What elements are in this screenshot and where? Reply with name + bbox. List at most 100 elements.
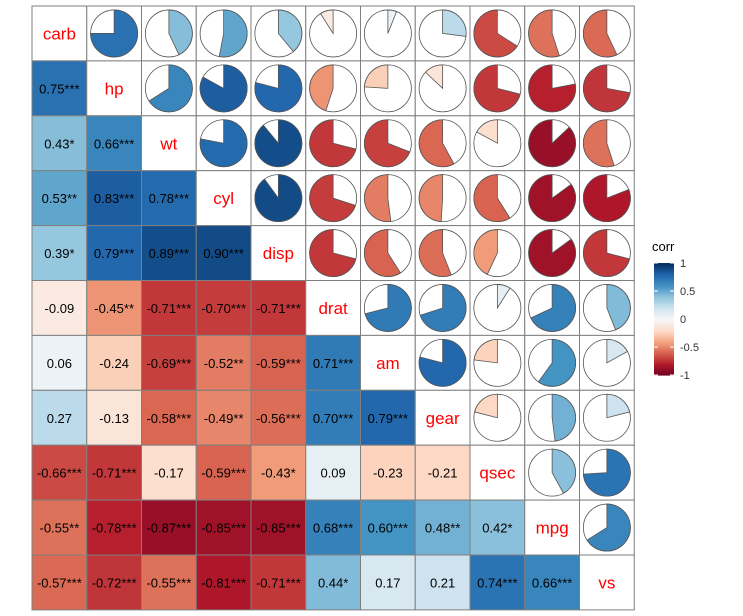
correlation-value: -0.78*** <box>92 521 137 536</box>
correlation-value: -0.85*** <box>256 521 301 536</box>
pie-slice <box>474 393 498 419</box>
legend-gradient-step <box>654 345 674 348</box>
correlation-value: 0.44* <box>318 575 348 590</box>
legend-gradient-step <box>654 319 674 322</box>
legend-gradient-step <box>654 296 674 300</box>
pie-slice <box>364 174 392 223</box>
correlation-tile <box>305 444 361 501</box>
pie-slice <box>254 119 303 168</box>
legend-tick-label: 0.5 <box>680 286 695 298</box>
legend-gradient-step <box>654 277 674 281</box>
pie-slice <box>199 64 248 113</box>
legend-gradient-step <box>654 373 674 376</box>
correlation-value: -0.21 <box>428 466 458 481</box>
correlation-tile <box>524 554 580 611</box>
correlation-value: 0.74*** <box>477 575 517 590</box>
correlation-value: 0.68*** <box>313 521 353 536</box>
legend-gradient-step <box>654 356 674 359</box>
pie-slice <box>551 448 576 494</box>
pie-slice <box>418 338 467 387</box>
pie-slice <box>528 174 577 223</box>
legend-gradient-step <box>654 367 674 370</box>
correlation-value: -0.17 <box>154 466 184 481</box>
correlation-value: -0.58*** <box>146 411 191 426</box>
legend-gradient-step <box>654 276 674 279</box>
correlation-tile <box>305 389 361 446</box>
correlation-value: -0.71*** <box>92 466 137 481</box>
legend-gradient-step <box>654 363 674 367</box>
pie-slice <box>551 393 576 442</box>
legend-tick-label: 0 <box>680 314 686 326</box>
diagonal-cell <box>414 389 471 446</box>
correlation-tile <box>31 554 88 611</box>
legend-gradient-step <box>654 292 674 296</box>
correlation-value: 0.48** <box>425 521 460 536</box>
legend-gradient-step <box>654 300 674 303</box>
legend-gradient-step <box>654 326 674 329</box>
diagonal-cell <box>469 444 526 501</box>
legend-gradient-step <box>654 264 674 268</box>
legend-gradient-step <box>654 287 674 290</box>
pie-slice <box>424 64 444 90</box>
variable-label: cyl <box>213 189 234 208</box>
correlation-value: -0.71*** <box>256 301 301 316</box>
correlation-value: 0.53** <box>42 191 77 206</box>
legend-gradient-step <box>654 304 674 307</box>
correlation-tile <box>141 499 197 556</box>
correlation-value: -0.52** <box>204 356 244 371</box>
pie-slice <box>418 229 452 277</box>
correlation-tile <box>250 280 307 336</box>
correlation-value: -0.56*** <box>256 411 301 426</box>
legend-title: corr <box>652 239 675 254</box>
correlation-value: -0.81*** <box>201 575 246 590</box>
legend-gradient-step <box>654 305 674 309</box>
legend-gradient-step <box>654 361 674 365</box>
legend-gradient-step <box>654 324 674 328</box>
variable-label: disp <box>263 244 294 263</box>
pie-slice <box>582 9 618 58</box>
legend-gradient-step <box>654 343 674 346</box>
correlation-value: -0.66*** <box>37 466 82 481</box>
pie-slice <box>148 64 193 113</box>
diagonal-cell <box>524 499 580 556</box>
legend-tick-label: -0.5 <box>680 342 699 354</box>
legend-gradient-step <box>654 348 674 352</box>
correlation-value: 0.60*** <box>368 521 408 536</box>
legend-gradient-step <box>654 309 674 313</box>
correlation-value: -0.70*** <box>201 301 246 316</box>
pie-slice <box>528 119 576 168</box>
pie-slice <box>582 229 631 277</box>
correlation-tile <box>195 225 252 282</box>
correlation-value: -0.57*** <box>37 575 82 590</box>
correlation-tile <box>195 389 252 446</box>
correlation-tile <box>31 115 88 172</box>
correlation-value: -0.45** <box>94 301 134 316</box>
pie-slice <box>418 174 444 223</box>
correlation-value: 0.75*** <box>39 81 79 96</box>
legend-gradient-step <box>654 320 674 324</box>
pie-slice <box>530 284 577 332</box>
variable-label: vs <box>598 573 615 592</box>
legend-gradient-step <box>654 328 674 331</box>
pie-slice <box>364 229 402 277</box>
correlation-value: -0.71*** <box>146 301 191 316</box>
correlation-tile <box>250 444 307 501</box>
pie-slice <box>254 174 303 223</box>
correlation-value: -0.55*** <box>146 575 191 590</box>
pie-slice <box>473 64 521 113</box>
legend-tick-label: 1 <box>680 258 686 270</box>
correlation-value: 0.27 <box>47 411 72 426</box>
correlation-value: -0.43* <box>261 466 296 481</box>
legend-gradient-step <box>654 369 674 372</box>
legend-gradient-step <box>654 350 674 354</box>
variable-label: am <box>376 354 400 373</box>
correlation-value: 0.06 <box>47 356 72 371</box>
legend-gradient-step <box>654 268 674 272</box>
correlation-value: 0.78*** <box>149 191 189 206</box>
legend-gradient-step <box>654 294 674 298</box>
pie-slice <box>364 284 412 332</box>
legend-gradient-step <box>654 358 674 361</box>
legend-gradient-step <box>654 365 674 369</box>
legend-gradient-step <box>654 330 674 333</box>
correlation-tile <box>141 170 197 227</box>
